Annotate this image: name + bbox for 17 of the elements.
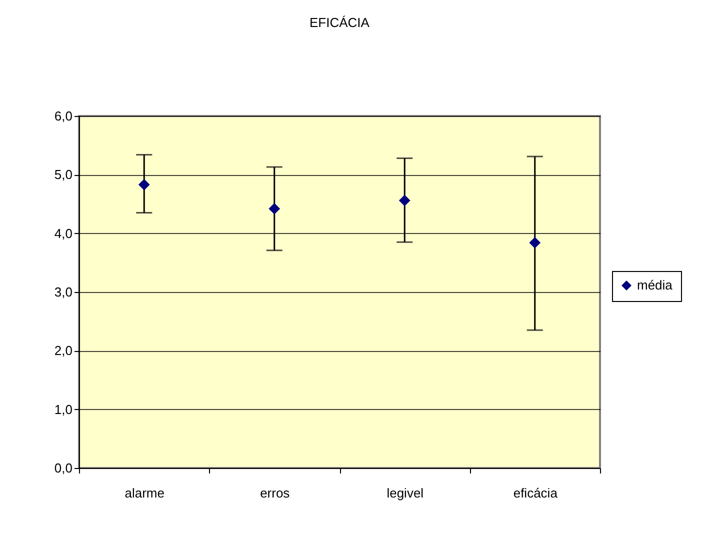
point (138, 178, 150, 190)
point (398, 194, 410, 206)
y-tick-label: 5,0 (54, 167, 72, 182)
x-tick-label: erros (260, 486, 290, 500)
y-tick-label: 1,0 (54, 402, 72, 417)
y-tick-label: 3,0 (54, 284, 72, 300)
y-tick-label: 6,0 (54, 108, 72, 124)
x-tick-label: eficácia (513, 486, 558, 500)
x-tick-label: alarme (124, 486, 164, 500)
y-tick-label: 0,0 (54, 460, 72, 476)
legend-label: média (637, 278, 674, 292)
point (529, 237, 541, 248)
x-tick-label: legivel (386, 486, 424, 500)
y-tick-label: 4,0 (54, 226, 72, 241)
y-tick-label: 2,0 (54, 343, 72, 358)
point (268, 202, 280, 214)
chart-title: EFICÁCIA (310, 15, 370, 30)
